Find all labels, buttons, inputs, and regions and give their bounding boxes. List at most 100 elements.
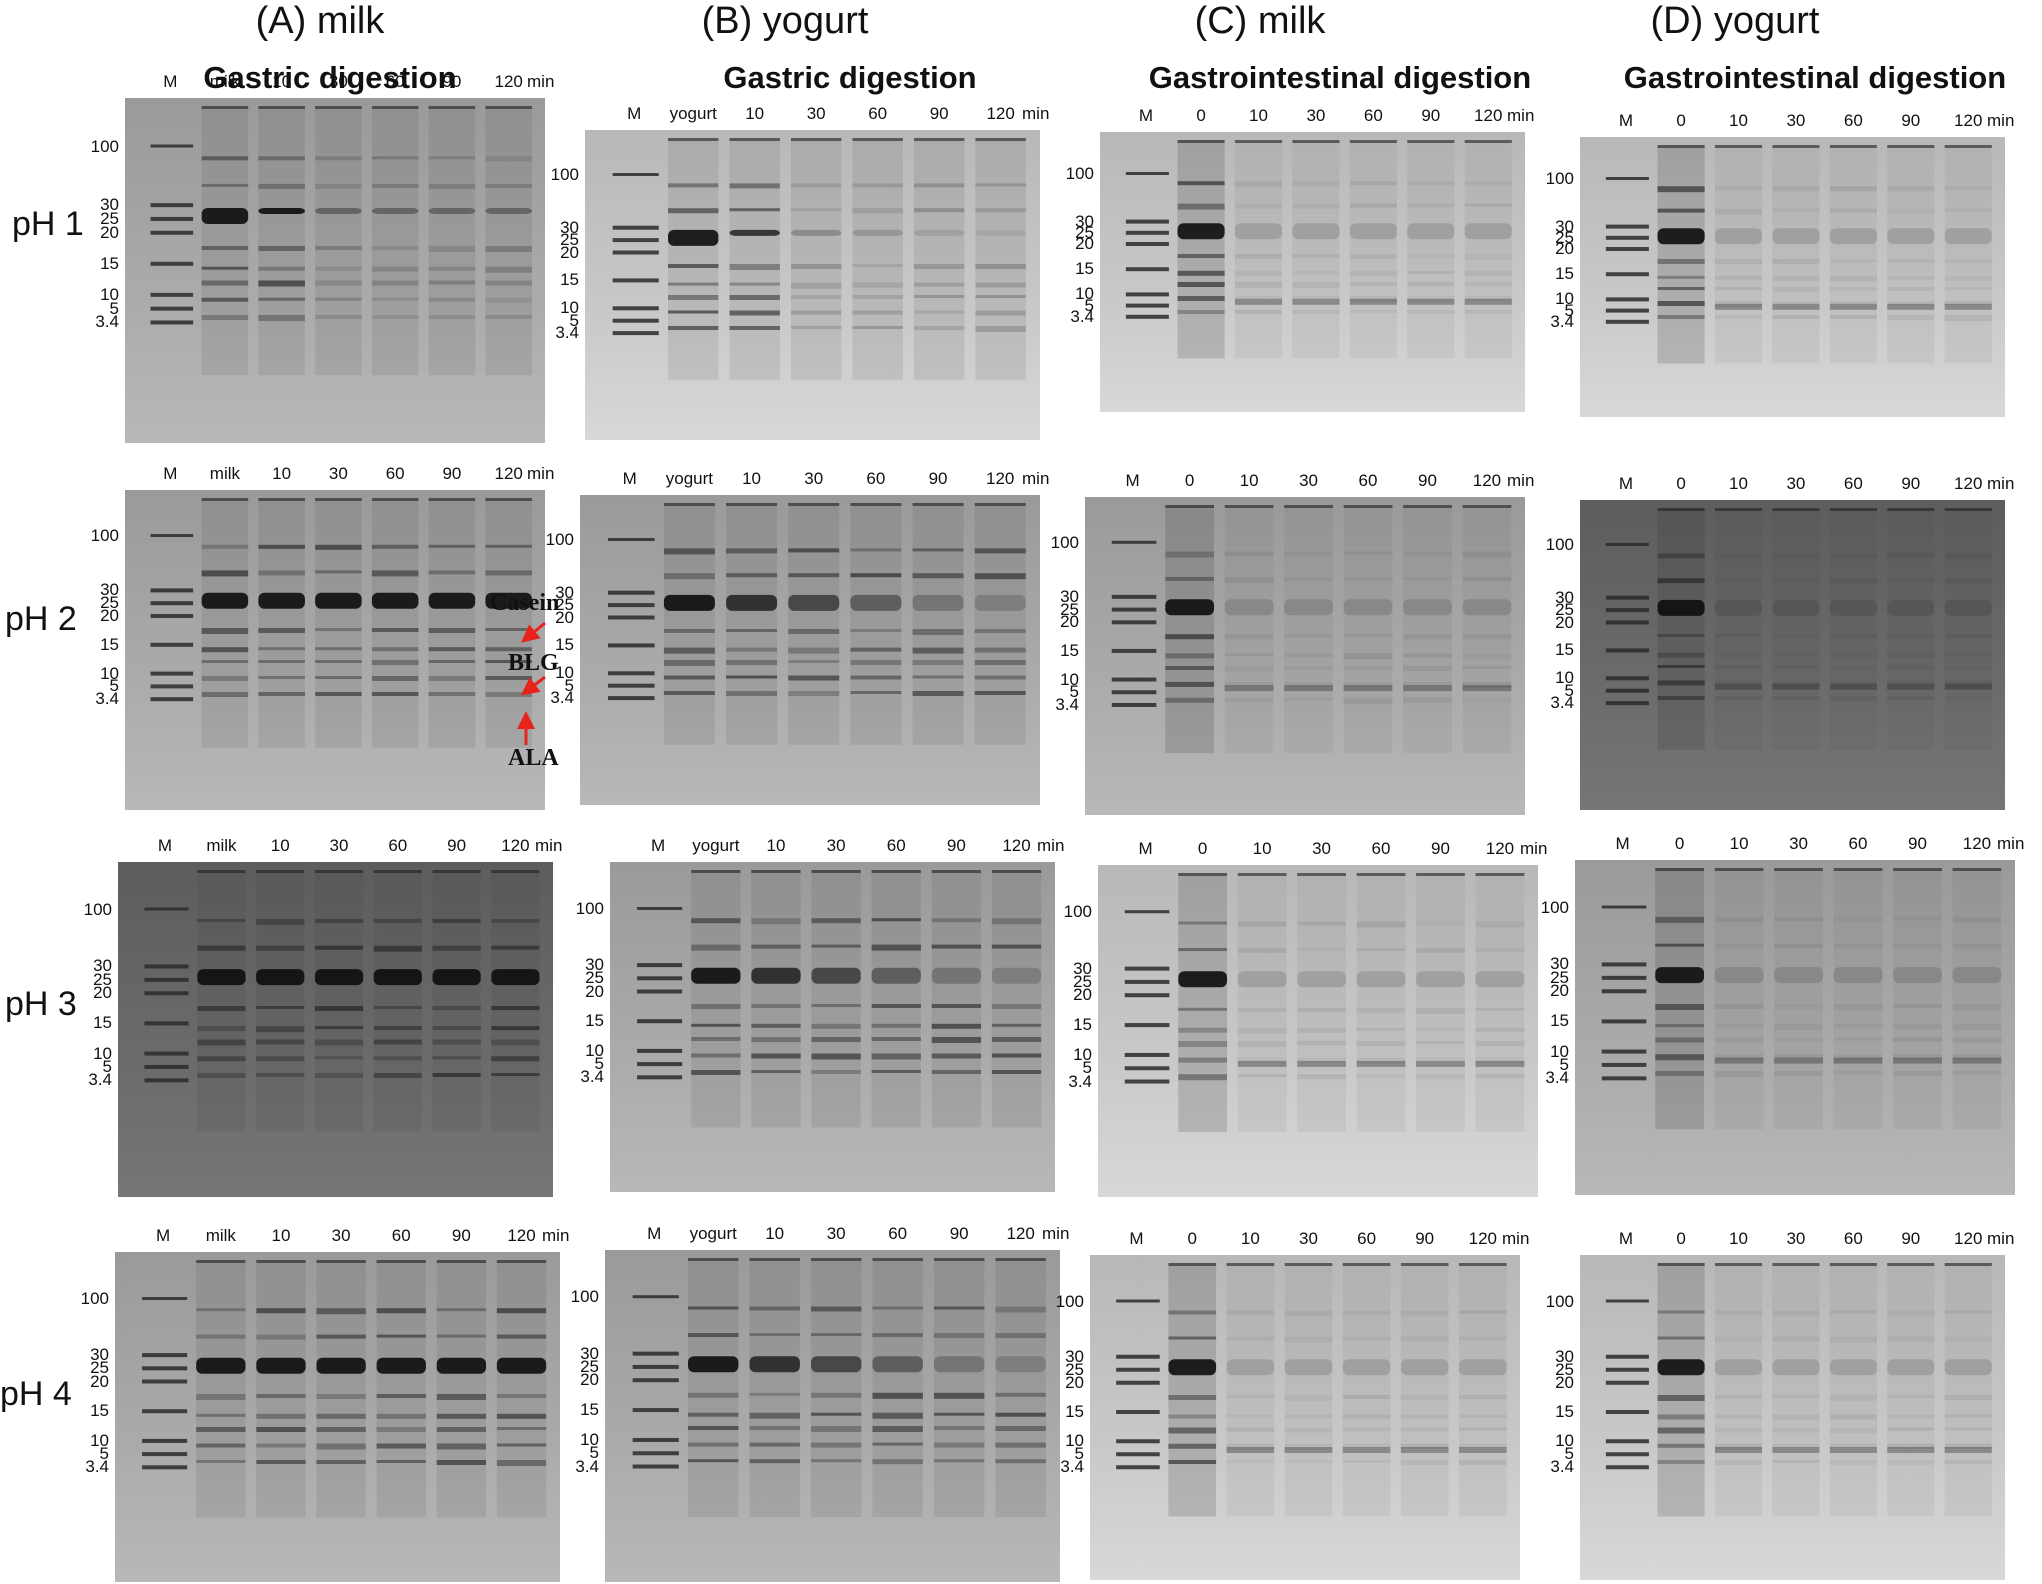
protein-band [371,647,419,652]
protein-band [196,1460,246,1463]
marker-band [637,976,683,981]
protein-band [371,183,419,188]
gel-bands [1605,145,1992,364]
casein-band [201,592,249,609]
protein-band [726,691,778,696]
mw-label: 3.4 [1550,311,1574,331]
marker-band [1605,1452,1649,1457]
protein-band [912,548,964,552]
mw-label: 15 [1550,1011,1569,1031]
protein-band [1403,653,1452,658]
lane-label: 0 [1196,106,1206,125]
peptide-band [1829,683,1877,690]
protein-band [1944,301,1992,305]
protein-band [1284,634,1333,638]
protein-band [1944,315,1992,321]
protein-band [1284,1427,1333,1433]
lane-smear [852,138,903,380]
marker-band [1605,272,1649,277]
protein-band [1400,1443,1449,1449]
lane-smear [1774,868,1823,1130]
protein-band [485,280,532,286]
protein-band [201,544,249,549]
protein-band [1237,1057,1287,1064]
protein-band [1343,653,1393,660]
lane-smear [436,1260,487,1518]
protein-band [201,647,249,653]
protein-band [852,183,903,188]
protein-band [1893,1037,1942,1042]
protein-band [1657,634,1705,637]
mw-label: 15 [1065,1402,1084,1421]
protein-band [485,246,532,252]
casein-band [1226,1359,1275,1376]
protein-band [729,183,780,189]
protein-band [1237,921,1287,927]
lane-well [1714,1263,1763,1266]
lane-well [371,106,419,109]
marker-band [1125,292,1169,297]
protein-band [1772,665,1820,669]
time-unit-label: min [1022,104,1050,123]
lane-smear [1772,1263,1820,1517]
protein-band [1887,696,1935,700]
protein-band [668,282,719,286]
protein-band [1657,1443,1705,1448]
protein-band [749,1333,800,1337]
protein-band [1944,1427,1992,1431]
protein-band [1655,1054,1705,1061]
marker-band [607,603,655,608]
protein-band [1657,1395,1705,1401]
marker-band [1124,1079,1170,1084]
lane-label: M [1615,834,1630,853]
protein-band [790,183,842,188]
protein-band [314,1073,364,1078]
lane-smear [1887,1263,1935,1517]
casein-band [315,592,362,609]
casein-band [1356,971,1406,988]
protein-band [852,295,903,299]
lane-smear [1714,145,1763,364]
protein-band [376,1427,426,1432]
protein-band [691,1004,741,1009]
marker-band [1605,1354,1649,1359]
protein-band [1462,551,1512,558]
lane-well [995,1258,1046,1261]
protein-band [1462,681,1512,688]
protein-band [432,1073,481,1077]
protein-band [1655,1071,1705,1076]
protein-band [933,1426,985,1430]
mw-label: 15 [1073,1015,1092,1035]
peptide-band [1407,298,1455,305]
marker-band [632,1378,679,1383]
protein-band [1829,696,1877,701]
annotation-arrows [517,621,546,745]
lane-well [314,870,364,873]
mw-label: 3.4 [1060,1457,1084,1477]
lane-well [810,1258,862,1261]
protein-band [1284,1336,1333,1343]
protein-band [1952,916,2002,923]
lane-well [1893,868,1942,871]
protein-band [913,282,965,287]
protein-band [1234,282,1283,288]
mw-labels: 100 30 25 20 15 10 5 3.4 [65,490,119,810]
protein-band [485,692,532,697]
protein-band [371,280,419,286]
protein-band [1833,1004,1883,1010]
protein-band [871,1053,921,1060]
protein-band [1833,1024,1883,1028]
lane-well [485,106,532,109]
marker-band [1605,1465,1649,1470]
protein-band [1944,652,1992,656]
protein-band [751,918,801,925]
marker-band [150,684,194,689]
marker-band [1111,540,1157,544]
lane-label: 90 [1908,834,1927,853]
protein-band [1292,181,1340,187]
mw-label: 3.4 [1545,1068,1569,1088]
lane-well [668,138,719,141]
protein-band [1343,576,1393,581]
marker-band [150,601,194,606]
marker-band [632,1451,679,1456]
